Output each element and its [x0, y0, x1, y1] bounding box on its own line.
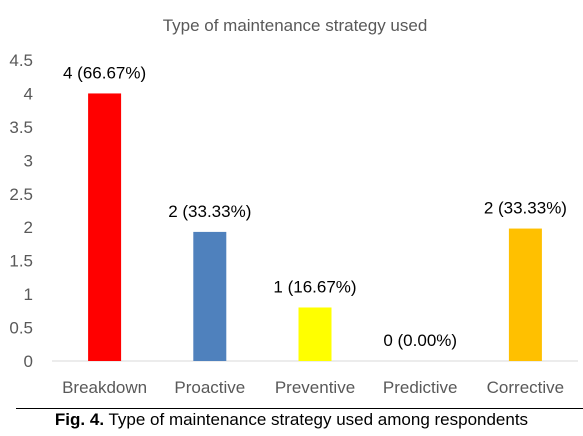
- y-tick-label: 3: [24, 151, 33, 170]
- x-tick-label-preventive: Preventive: [275, 378, 355, 397]
- figure-caption: Fig. 4. Type of maintenance strategy use…: [0, 406, 583, 436]
- bar-proactive: [193, 231, 227, 361]
- caption-body: Type of maintenance strategy used among …: [104, 410, 529, 429]
- data-label-proactive: 2 (33.33%): [168, 202, 251, 221]
- bars-group: [88, 93, 542, 361]
- bar-breakdown: [88, 93, 122, 361]
- y-tick-label: 1: [24, 285, 33, 304]
- y-tick-label: 0: [24, 352, 33, 371]
- y-tick-label: 3.5: [9, 118, 33, 137]
- bar-preventive: [298, 307, 332, 361]
- y-tick-label: 2.5: [9, 185, 33, 204]
- x-tick-label-proactive: Proactive: [174, 378, 245, 397]
- x-tick-label-predictive: Predictive: [383, 378, 458, 397]
- caption-rule: [16, 408, 583, 409]
- y-tick-label: 1.5: [9, 252, 33, 271]
- data-label-corrective: 2 (33.33%): [484, 199, 567, 218]
- bar-corrective: [508, 228, 542, 361]
- y-axis-tick-labels: 0 0.5 1 1.5 2 2.5 3 3.5 4 4.5: [9, 51, 33, 371]
- x-tick-label-breakdown: Breakdown: [62, 378, 147, 397]
- y-tick-label: 4: [24, 84, 33, 103]
- caption-text: Fig. 4. Type of maintenance strategy use…: [0, 409, 583, 431]
- data-label-predictive: 0 (0.00%): [383, 331, 457, 350]
- y-tick-label: 2: [24, 218, 33, 237]
- data-labels-group: 4 (66.67%) 2 (33.33%) 1 (16.67%) 0 (0.00%) 2…: [63, 63, 567, 350]
- data-label-preventive: 1 (16.67%): [273, 277, 356, 296]
- chart-title: Type of maintenance strategy used: [163, 16, 428, 35]
- y-tick-label: 4.5: [9, 51, 33, 70]
- caption-label: Fig. 4.: [54, 410, 105, 429]
- data-label-breakdown: 4 (66.67%): [63, 63, 146, 82]
- y-tick-label: 0.5: [9, 319, 33, 338]
- bar-chart: Type of maintenance strategy used 0 0.5 1 1…: [9, 16, 578, 397]
- x-tick-label-corrective: Corrective: [487, 378, 564, 397]
- x-axis-tick-labels: Breakdown Proactive Preventive Predictive Co…: [62, 378, 564, 397]
